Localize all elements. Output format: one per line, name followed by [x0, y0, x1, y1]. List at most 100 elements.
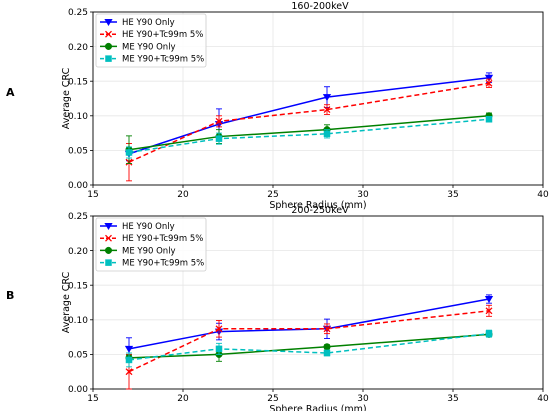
data-point — [485, 330, 493, 337]
x-axis-label: Sphere Radius (mm) — [269, 200, 366, 211]
legend-label: ME Y90 Only — [122, 246, 176, 256]
data-point — [125, 149, 133, 156]
x-tick: 40 — [537, 185, 549, 200]
data-point — [125, 356, 133, 364]
y-tick-label: 0.05 — [68, 147, 88, 157]
legend: HE Y90 Only HE Y90+Tc99m 5% ME Y90 Only ME … — [95, 217, 207, 272]
y-tick: 0.00 — [68, 385, 93, 395]
panel-label: B — [6, 289, 14, 302]
data-point — [124, 345, 134, 353]
legend-marker — [104, 19, 113, 27]
plot-frame — [92, 11, 544, 186]
y-tick-label: 0.15 — [68, 281, 88, 291]
legend-item: HE Y90 Only — [100, 18, 175, 28]
legend-item: HE Y90+Tc99m 5% — [100, 30, 203, 40]
x-tick-label: 15 — [87, 394, 98, 404]
x-tick: 30 — [357, 185, 369, 200]
x-tick-label: 25 — [267, 190, 278, 200]
legend-item: HE Y90+Tc99m 5% — [100, 234, 203, 244]
y-tick: 0.25 — [68, 8, 93, 18]
series-3 — [125, 329, 493, 368]
legend-item: HE Y90 Only — [100, 222, 175, 232]
y-tick: 0.05 — [68, 147, 93, 157]
legend-marker — [105, 234, 112, 242]
x-tick: 25 — [267, 185, 279, 200]
y-axis-label: Average CRC — [61, 271, 72, 333]
x-tick: 35 — [447, 389, 459, 404]
y-tick: 0.20 — [68, 247, 93, 257]
series-line — [128, 310, 490, 373]
data-point — [323, 343, 331, 351]
y-tick-label: 0.25 — [68, 212, 88, 222]
data-point — [323, 325, 331, 333]
y-axis-label: Average CRC — [61, 67, 72, 129]
y-tick-label: 0.00 — [68, 181, 88, 191]
legend-item: ME Y90+Tc99m 5% — [100, 259, 204, 269]
data-point — [215, 345, 223, 353]
y-tick-label: 0.25 — [68, 8, 88, 18]
series-2 — [125, 330, 493, 362]
x-tick-label: 40 — [537, 394, 549, 404]
y-tick: 0.15 — [68, 281, 93, 291]
series-3 — [125, 116, 493, 159]
x-tick: 40 — [537, 389, 549, 404]
x-tick-label: 35 — [447, 394, 458, 404]
x-tick: 15 — [87, 389, 99, 404]
legend-box — [95, 217, 207, 272]
y-tick: 0.00 — [68, 181, 93, 191]
panel-title: 160-200keV — [291, 1, 349, 12]
data-point — [125, 368, 133, 376]
legend-marker — [105, 30, 112, 38]
legend-marker — [105, 55, 112, 62]
legend-label: HE Y90+Tc99m 5% — [122, 30, 203, 40]
y-tick: 0.20 — [68, 43, 93, 53]
x-tick: 35 — [447, 185, 459, 200]
series-line — [128, 298, 490, 350]
data-point — [485, 116, 493, 123]
legend-label: ME Y90+Tc99m 5% — [122, 259, 204, 269]
legend-label: HE Y90 Only — [122, 18, 175, 28]
y-tick-label: 0.15 — [68, 77, 88, 87]
data-point — [215, 325, 223, 333]
data-point — [323, 130, 331, 138]
plot-frame — [92, 215, 544, 390]
series-line — [128, 76, 490, 155]
y-tick: 0.25 — [68, 212, 93, 222]
chart-panel-a: 15 20 25 30 35 40 0.00 0.05 0.10 0.15 0.20 0.25 Sphe… — [6, 1, 549, 211]
legend-box — [95, 13, 207, 68]
series-line — [128, 82, 490, 163]
x-tick-label: 30 — [357, 190, 369, 200]
x-tick-label: 30 — [357, 394, 369, 404]
series-1 — [125, 304, 493, 390]
data-point — [215, 117, 223, 125]
panel-title: 200-250keV — [291, 205, 349, 216]
x-axis-label: Sphere Radius (mm) — [269, 404, 366, 411]
legend-marker — [105, 259, 112, 266]
y-tick-label: 0.20 — [68, 247, 88, 257]
y-tick: 0.10 — [68, 112, 93, 122]
y-tick-label: 0.00 — [68, 385, 88, 395]
series-0 — [124, 294, 494, 361]
data-point — [485, 79, 493, 87]
data-point — [484, 296, 494, 304]
data-point — [322, 94, 332, 102]
data-point — [323, 106, 331, 114]
y-tick-label: 0.10 — [68, 112, 88, 122]
x-tick: 25 — [267, 389, 279, 404]
legend-label: HE Y90 Only — [122, 222, 175, 232]
x-tick-label: 20 — [177, 190, 189, 200]
series-0 — [124, 72, 494, 162]
data-point — [485, 307, 493, 315]
data-point — [215, 135, 223, 142]
legend-label: ME Y90 Only — [122, 42, 176, 52]
x-tick: 30 — [357, 389, 369, 404]
y-tick-label: 0.20 — [68, 43, 88, 53]
x-tick: 15 — [87, 185, 99, 200]
legend-item: ME Y90+Tc99m 5% — [100, 55, 204, 65]
legend-item: ME Y90 Only — [100, 42, 176, 52]
x-tick: 20 — [177, 185, 189, 200]
series-line — [128, 118, 490, 154]
legend-label: ME Y90+Tc99m 5% — [122, 55, 204, 65]
